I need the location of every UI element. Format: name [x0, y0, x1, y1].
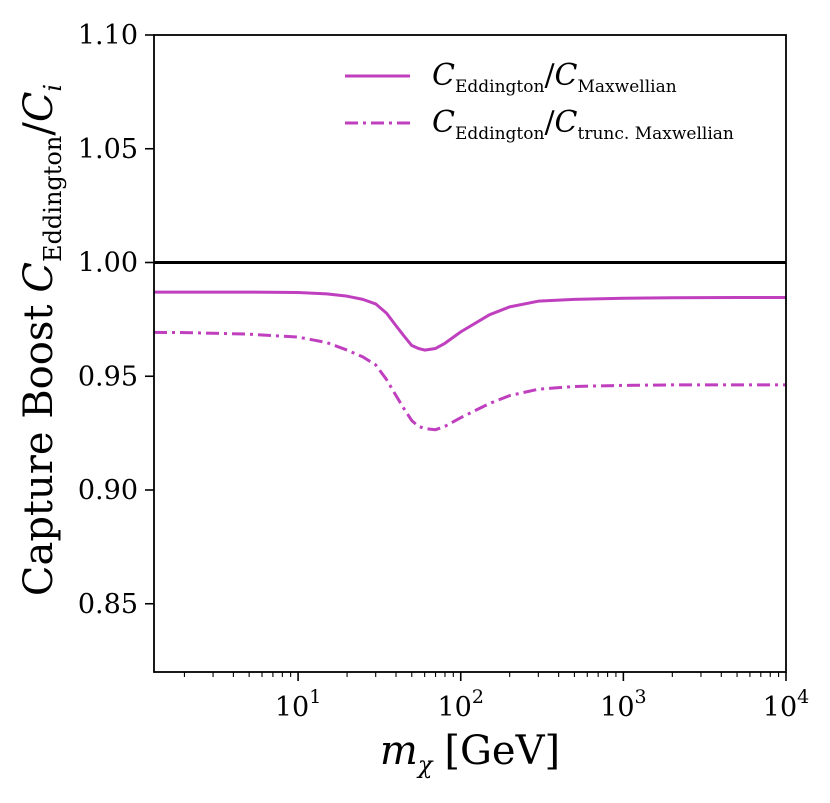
- x-axis-title: mχ [GeV]: [380, 728, 560, 779]
- x-tick-label: 103: [600, 686, 646, 723]
- y-tick-label: 0.85: [78, 589, 138, 620]
- y-tick-label: 0.95: [78, 361, 138, 392]
- x-tick-label: 102: [438, 686, 484, 723]
- y-tick-label: 1.10: [78, 20, 138, 51]
- x-tick-label: 101: [275, 686, 321, 723]
- plot-layer: 0.85 0.90 0.95 1.00 1.05 1.10 101 102 103 104: [78, 20, 809, 723]
- y-tick-label: 1.05: [78, 134, 138, 165]
- legend-label-trunc-maxwellian: CEddington/Ctrunc. Maxwellian: [432, 105, 734, 144]
- legend: CEddington/CMaxwellian CEddington/Ctrunc…: [345, 58, 734, 144]
- plot-frame: [153, 34, 787, 673]
- y-tick-label: 1.00: [78, 248, 138, 279]
- y-tick-label: 0.90: [78, 475, 138, 506]
- x-tick-label: 104: [763, 686, 809, 723]
- series-line-maxwellian: [154, 290, 786, 352]
- legend-label-maxwellian: CEddington/CMaxwellian: [432, 58, 677, 97]
- y-axis-title: Capture BoostCEddington/Ci: [16, 84, 67, 596]
